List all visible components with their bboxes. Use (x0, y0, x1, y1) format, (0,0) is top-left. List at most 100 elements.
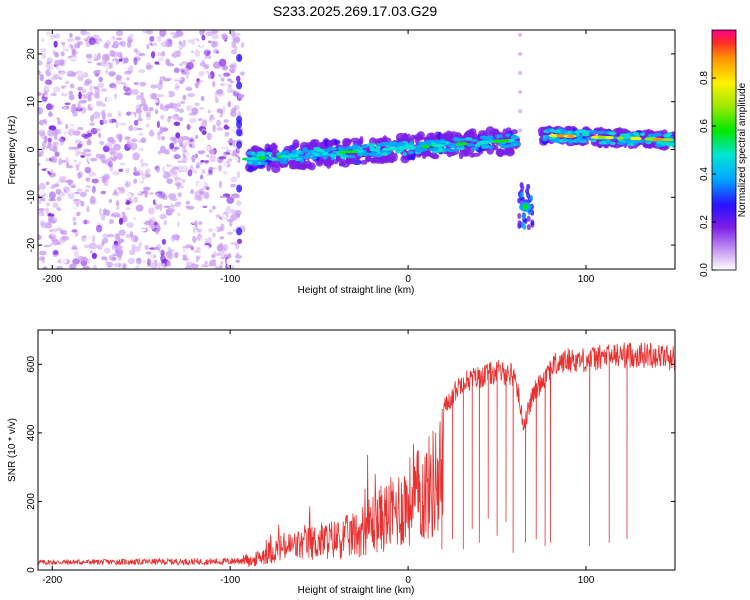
heatmap-cell (157, 56, 164, 62)
heatmap-cell (38, 262, 42, 267)
heatmap-cell (83, 219, 88, 225)
heatmap-cell (136, 127, 143, 131)
heatmap-cell (357, 153, 364, 157)
heatmap-cell (112, 206, 117, 210)
heatmap-cell (90, 114, 94, 123)
heatmap-cell (154, 109, 159, 115)
heatmap-cell (181, 61, 187, 65)
heatmap-cell (237, 238, 242, 244)
heatmap-cell (175, 132, 181, 139)
heatmap-cell (181, 136, 190, 141)
heatmap-cell (129, 249, 136, 256)
heatmap-cell (45, 79, 53, 86)
heatmap-cell (236, 227, 243, 236)
heatmap-cell (341, 160, 350, 168)
heatmap-cell (75, 163, 80, 168)
heatmap-cell (49, 147, 54, 151)
heatmap-cell (124, 192, 132, 198)
heatmap-cell (395, 132, 406, 142)
heatmap-cell (204, 58, 211, 64)
heatmap-cell (177, 192, 182, 198)
heatmap-cell (107, 234, 115, 238)
heatmap-cell (477, 140, 491, 144)
heatmap-cell (161, 238, 166, 245)
heatmap-cell (48, 125, 57, 131)
heatmap-cell (616, 141, 627, 145)
spectrogram-x-tick-label: 0 (405, 274, 411, 285)
heatmap-cell (56, 138, 63, 142)
heatmap-cell (299, 159, 305, 163)
heatmap-cell (143, 126, 148, 134)
heatmap-cell (230, 49, 237, 55)
heatmap-cell (54, 33, 61, 39)
heatmap-cell (121, 36, 129, 41)
heatmap-cell (160, 265, 164, 269)
heatmap-cell (112, 122, 117, 127)
heatmap-cell (179, 79, 184, 85)
heatmap-cell (408, 150, 415, 155)
heatmap-cell (59, 71, 66, 80)
heatmap-cell (157, 55, 164, 64)
heatmap-cell (62, 185, 70, 193)
heatmap-cell (206, 173, 211, 177)
heatmap-cell (340, 155, 346, 160)
heatmap-cell (38, 162, 41, 166)
heatmap-cell (185, 248, 192, 252)
spectrogram-y-tick-label: -20 (26, 237, 37, 252)
heatmap-cell (77, 255, 85, 263)
heatmap-cell (231, 40, 237, 49)
heatmap-cell (138, 228, 147, 232)
heatmap-cell (68, 188, 75, 194)
heatmap-cell (108, 199, 113, 203)
heatmap-cell (51, 229, 59, 237)
heatmap-cell (149, 36, 156, 42)
heatmap-cell (142, 186, 151, 191)
heatmap-cell (526, 224, 531, 231)
heatmap-cell (152, 40, 159, 48)
heatmap-cell (86, 231, 93, 239)
heatmap-cell (96, 244, 103, 250)
heatmap-cell (197, 188, 206, 194)
heatmap-cell (112, 60, 117, 68)
heatmap-cell (105, 174, 111, 180)
colorbar-label: Normalized spectral amplitude (737, 82, 748, 217)
heatmap-cell (127, 32, 134, 37)
heatmap-cell (150, 148, 155, 157)
heatmap-cell (88, 242, 97, 250)
heatmap-cell (217, 96, 225, 104)
heatmap-cell (183, 252, 190, 256)
heatmap-cell (79, 191, 87, 197)
heatmap-cell (186, 105, 192, 112)
heatmap-cell (215, 260, 221, 267)
heatmap-cell (64, 126, 71, 135)
heatmap-cell (364, 156, 371, 162)
heatmap-cell (574, 130, 582, 134)
heatmap-cell (156, 120, 160, 128)
heatmap-cell (48, 198, 56, 202)
heatmap-cell (296, 150, 302, 154)
heatmap-cell (56, 232, 62, 240)
heatmap-cell (115, 120, 119, 129)
heatmap-cell (175, 142, 181, 148)
heatmap-cell (260, 161, 269, 166)
heatmap-cell (339, 146, 344, 151)
heatmap-cell (180, 165, 188, 173)
heatmap-cell (169, 168, 175, 173)
snr-y-label: SNR (10 * v/v) (7, 418, 18, 482)
heatmap-cell (660, 141, 671, 146)
heatmap-cell (207, 236, 212, 244)
heatmap-cell (177, 165, 185, 173)
heatmap-cell (223, 119, 229, 123)
heatmap-cell (232, 123, 237, 127)
heatmap-cell (187, 39, 193, 44)
heatmap-cell (112, 170, 121, 176)
heatmap-cell (54, 59, 62, 66)
heatmap-cell (126, 242, 133, 245)
heatmap-cell (234, 209, 242, 216)
heatmap-cell (181, 229, 185, 233)
heatmap-cell (321, 152, 329, 156)
heatmap-cell (57, 84, 62, 90)
heatmap-cell (216, 202, 222, 207)
heatmap-cell (58, 70, 66, 75)
heatmap-cell (233, 32, 241, 37)
